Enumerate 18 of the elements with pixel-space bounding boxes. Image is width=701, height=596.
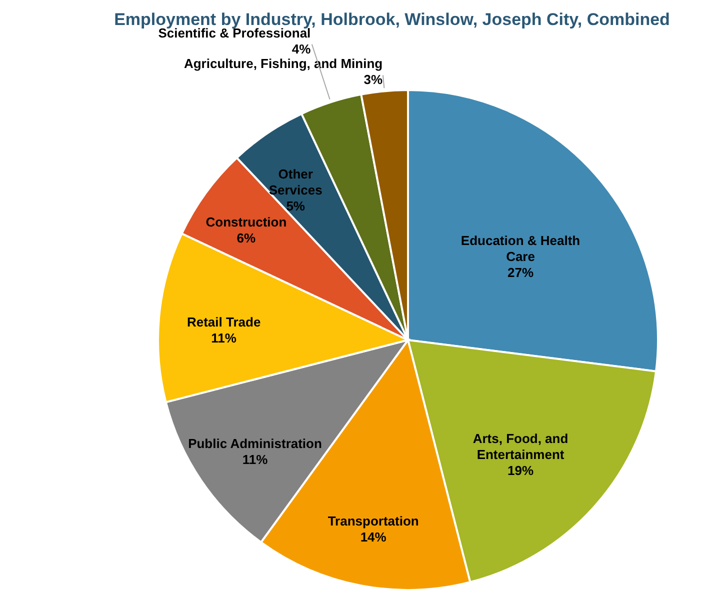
data-label: 14% [360, 530, 387, 545]
slice-label: Public Administration [188, 436, 322, 451]
data-label: 11% [242, 452, 268, 467]
data-label: 11% [211, 330, 237, 346]
slice-label: Other Services [268, 166, 322, 198]
slice-label: Retail Trade [186, 314, 261, 330]
data-label: 27% [508, 264, 534, 280]
slice-label: Arts, Food, and Entertainment [472, 431, 568, 462]
data-label: 4% [292, 41, 312, 56]
data-label: 6% [236, 230, 256, 246]
slice-label: Transportation [328, 514, 419, 529]
chart-title: Employment by Industry, Holbrook, Winslow, Joseph City, Combined [114, 10, 670, 29]
data-label: 19% [508, 463, 534, 478]
slice-label: Education & Health Care [460, 232, 580, 264]
slice-label: Agriculture, Fishing, and Mining [184, 56, 383, 72]
data-label: 5% [286, 198, 306, 214]
slice-label: Construction [206, 214, 287, 230]
data-label: 3% [364, 72, 384, 88]
